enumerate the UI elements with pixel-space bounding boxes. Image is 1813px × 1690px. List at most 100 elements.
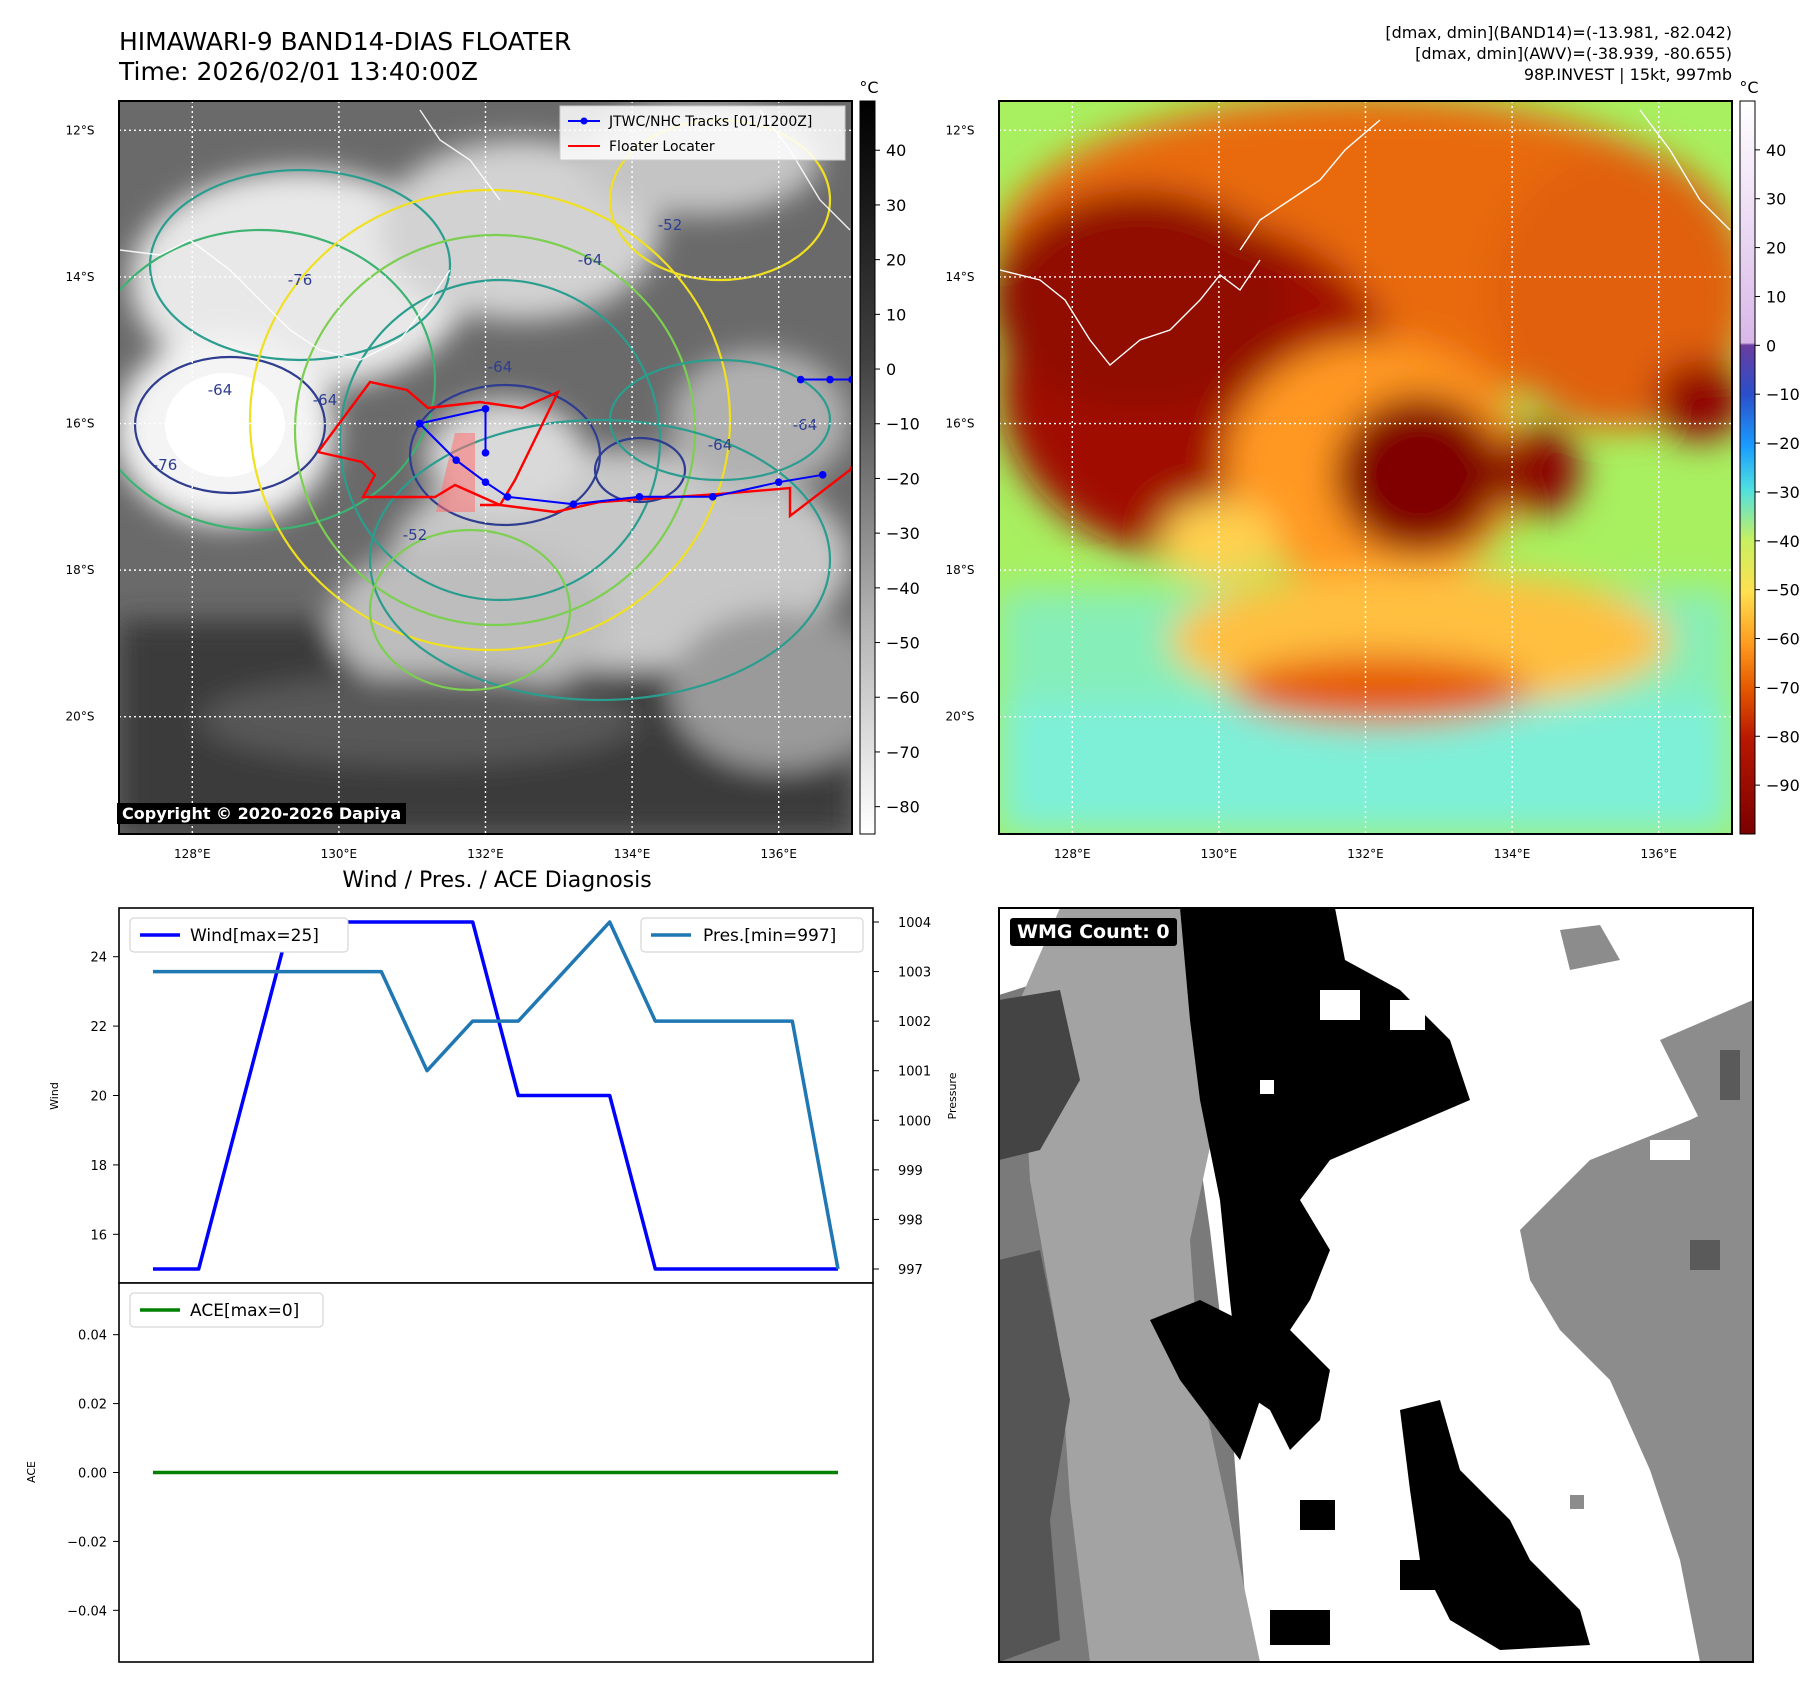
colorbar-tick-label: 10 [1766, 287, 1786, 306]
awv-colorbar: °C 40 30 20 10 0 −10 −20 −30 −40 −50 −60 −70 −80 −90 [1739, 78, 1800, 835]
colorbar-tick-label: −20 [886, 469, 920, 488]
wind-tick-label: 16 [90, 1228, 107, 1243]
wmg-count-badge: WMG Count: 0 [1010, 918, 1177, 946]
wmg-panel [998, 907, 1754, 1663]
colorbar-tick-label: 30 [886, 196, 906, 215]
awv-map-lat-labels: 12°S 14°S 16°S 18°S 20°S [946, 123, 975, 723]
ace-legend-label: ACE[max=0] [190, 1301, 299, 1321]
ace-tick-label: 0.04 [78, 1329, 107, 1344]
lat-tick-label: 18°S [946, 563, 975, 577]
colorbar-tick-label: −30 [886, 524, 920, 543]
contour-label: -52 [403, 526, 428, 544]
awv-map-lon-labels: 128°E 130°E 132°E 134°E 136°E [1054, 847, 1677, 861]
pressure-tick-label: 998 [898, 1213, 923, 1228]
ace-tick-label: −0.02 [67, 1535, 107, 1550]
track-point [503, 493, 512, 501]
legend-tracks-label: JTWC/NHC Tracks [01/1200Z] [608, 114, 812, 130]
colorbar-tick-label: −10 [1766, 385, 1800, 404]
colorbar-tick-label: −50 [886, 634, 920, 653]
wind-tick-label: 24 [90, 951, 107, 966]
track-point [826, 375, 834, 384]
track-point [818, 471, 827, 479]
track-point [452, 456, 460, 464]
ir-map-panel: -76 -64 -52 -64 -76 -64 -52 -64 -64 -64 JTWC/NHC … [66, 100, 853, 861]
lat-tick-label: 12°S [946, 123, 975, 137]
dmax-band14: [dmax, dmin](BAND14)=(-13.981, -82.042) [1385, 23, 1732, 42]
colorbar-tick-label: 20 [886, 251, 906, 270]
track-point [481, 449, 490, 457]
wind-axis-ticks: 16 18 20 22 24 [90, 951, 119, 1243]
pressure-series [153, 920, 840, 1270]
contour-label: -64 [488, 358, 513, 376]
floater-locater-path [317, 380, 852, 519]
track-point [569, 500, 578, 508]
lat-tick-label: 16°S [66, 417, 95, 431]
pressure-tick-label: 1004 [898, 916, 931, 931]
storm-track [415, 375, 852, 508]
colorbar-tick-label: −20 [1766, 434, 1800, 453]
lon-tick-label: 134°E [614, 847, 651, 861]
pressure-tick-label: 1003 [898, 966, 931, 981]
colorbar-tick-label: −30 [1766, 483, 1800, 502]
track-point [774, 478, 783, 486]
awv-map-panel: 12°S 14°S 16°S 18°S 20°S 128°E 130°E 132°E 134°… [946, 100, 1733, 861]
pressure-line [153, 920, 840, 1270]
contour-label: -64 [708, 436, 733, 454]
contour-label: -64 [313, 391, 338, 409]
lon-tick-label: 132°E [467, 847, 504, 861]
dmax-awv: [dmax, dmin](AWV)=(-38.939, -80.655) [1415, 44, 1732, 63]
lon-tick-label: 132°E [1347, 847, 1384, 861]
lat-tick-label: 16°S [946, 417, 975, 431]
wind-tick-label: 18 [90, 1159, 107, 1174]
lon-tick-label: 128°E [174, 847, 211, 861]
lon-tick-label: 130°E [321, 847, 358, 861]
track-point [708, 493, 717, 501]
wind-axis-label: Wind [48, 1082, 61, 1110]
track-point [415, 419, 424, 428]
track-point [481, 478, 490, 486]
lat-tick-label: 20°S [946, 710, 975, 724]
lat-tick-label: 14°S [66, 270, 95, 284]
pressure-legend-label: Pres.[min=997] [703, 926, 836, 946]
copyright-badge: Copyright © 2020-2026 Dapiya [117, 803, 407, 824]
ace-legend: ACE[max=0] [129, 1292, 324, 1328]
colorbar-tick-label: −70 [1766, 678, 1800, 697]
legend-locater-label: Floater Locater [609, 139, 715, 155]
contour-label: -76 [288, 271, 313, 289]
colorbar-tick-label: 40 [1766, 141, 1786, 160]
wind-pressure-chart: 16 18 20 22 24 997 998 999 1000 1001 1002 1003 1004… [48, 907, 959, 1284]
ace-tick-label: 0.00 [78, 1467, 107, 1482]
wind-tick-label: 20 [90, 1090, 107, 1105]
wind-legend-label: Wind[max=25] [190, 926, 319, 946]
lon-tick-label: 130°E [1201, 847, 1238, 861]
track-point [481, 405, 490, 413]
contour-label: -64 [793, 416, 818, 434]
contour-labels: -76 -64 -52 -64 -76 -64 -52 -64 -64 -64 [153, 216, 818, 544]
colorbar-tick-label: 20 [1766, 239, 1786, 258]
lat-tick-label: 20°S [66, 710, 95, 724]
ace-axis-ticks: 0.04 0.02 0.00 −0.02 −0.04 [67, 1329, 119, 1619]
pressure-tick-label: 1002 [898, 1015, 931, 1030]
track-point [635, 493, 644, 501]
wind-line [153, 920, 838, 1271]
wind-tick-label: 22 [90, 1020, 107, 1035]
colorbar-tick-label: −50 [1766, 581, 1800, 600]
pressure-legend: Pres.[min=997] [640, 917, 864, 953]
ace-tick-label: 0.02 [78, 1398, 107, 1413]
pressure-tick-label: 1000 [898, 1114, 931, 1129]
colorbar-tick-label: −60 [886, 688, 920, 707]
contour-label: -64 [578, 251, 603, 269]
colorbar-tick-label: −70 [886, 743, 920, 762]
diagnosis-title: Wind / Pres. / ACE Diagnosis [342, 868, 651, 893]
ir-map-legend: JTWC/NHC Tracks [01/1200Z] Floater Locat… [559, 105, 846, 161]
ir-colorbar: °C 40 30 20 10 0 −10 −20 −30 −40 −50 −60 −70 −80 [859, 78, 920, 835]
floater-locater-box [436, 433, 475, 512]
ace-chart: 0.04 0.02 0.00 −0.02 −0.04 ACE ACE[max=0] [25, 1282, 874, 1663]
ir-colorbar-unit: °C [859, 78, 878, 97]
wind-series [153, 920, 838, 1271]
contour-label: -52 [658, 216, 683, 234]
lon-tick-label: 134°E [1494, 847, 1531, 861]
colorbar-tick-label: 0 [1766, 336, 1776, 355]
ace-axis-label: ACE [25, 1461, 38, 1483]
